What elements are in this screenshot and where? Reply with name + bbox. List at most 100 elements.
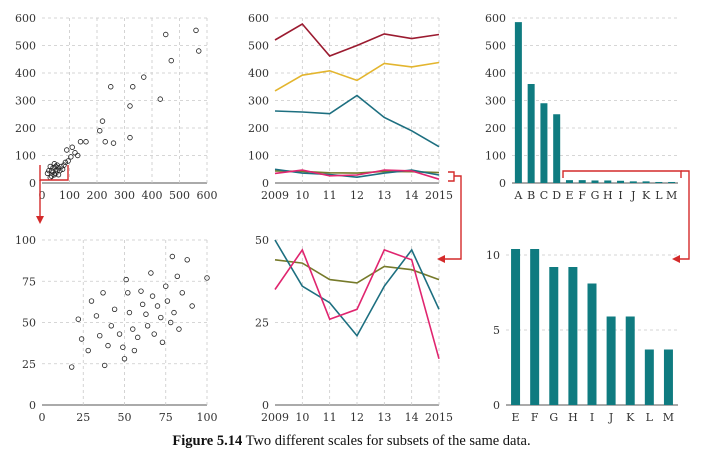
- scatter-point: [93, 313, 100, 319]
- y-tick-label: 75: [22, 275, 36, 288]
- scatter-point: [108, 323, 114, 329]
- scatter-point: [179, 290, 185, 296]
- y-tick-label: 400: [15, 67, 36, 80]
- scatter-point: [83, 139, 89, 145]
- scatter-point: [120, 344, 126, 350]
- y-tick-label: 600: [248, 12, 269, 25]
- x-tick-label: 75: [159, 411, 173, 424]
- scatter-point: [46, 167, 52, 174]
- zoom-bracket: [562, 170, 682, 178]
- x-tick-label: G: [591, 189, 600, 202]
- bar: [578, 180, 586, 183]
- bar: [644, 349, 654, 405]
- bar: [587, 283, 597, 405]
- y-tick-label: 100: [15, 150, 36, 163]
- scatter-point: [53, 170, 59, 177]
- y-tick-label: 100: [15, 234, 36, 247]
- y-tick-label: 500: [15, 40, 36, 53]
- x-tick-label: L: [646, 411, 654, 424]
- scatter-point: [97, 333, 103, 339]
- scatter-point: [176, 326, 182, 332]
- scatter-point: [174, 273, 180, 279]
- line-chart-full-range: 0 100 200 300 400 500 600 2009 10 11 12 13 14 2015: [248, 12, 453, 202]
- scatter-point: [101, 362, 108, 369]
- scatter-point: [143, 311, 149, 317]
- x-tick-label: J: [630, 189, 635, 202]
- y-tick-label: 10: [486, 249, 500, 262]
- scatter-point: [116, 331, 123, 337]
- x-tick-label: 100: [197, 411, 218, 424]
- scatter-point: [75, 152, 81, 159]
- x-tick-label: D: [552, 189, 561, 202]
- x-tick-label: 14: [405, 189, 419, 202]
- bar: [527, 84, 535, 183]
- y-tick-label: 0: [493, 399, 500, 412]
- scatter-point: [131, 347, 138, 354]
- bar: [530, 249, 540, 405]
- y-tick-label: 600: [15, 12, 36, 25]
- y-tick-label: 50: [255, 234, 269, 247]
- scatter-point: [68, 364, 75, 370]
- scatter-point: [167, 319, 174, 326]
- scatter-point: [157, 96, 163, 102]
- zoom-arrow: [672, 170, 690, 263]
- scatter-point: [168, 57, 174, 64]
- scatter-point: [164, 298, 171, 304]
- bar: [511, 249, 521, 405]
- x-tick-label: 10: [295, 189, 309, 202]
- bar: [549, 267, 559, 405]
- scatter-point: [99, 118, 106, 124]
- x-tick-label: I: [590, 411, 594, 424]
- x-tick-label: 2015: [425, 411, 453, 424]
- x-tick-label: F: [578, 189, 586, 202]
- scatter-point: [149, 293, 156, 299]
- x-tick-label: 12: [350, 189, 364, 202]
- bar-chart-full-range: 0 100 200 300 400 500 600 A B C D E F G H I J K L M: [485, 12, 678, 202]
- scatter-plot-zoomed: 0 25 50 75 100 0 25 50 75 100: [15, 234, 218, 424]
- scatter-point: [51, 172, 58, 178]
- y-tick-label: 400: [248, 67, 269, 80]
- scatter-point: [169, 253, 176, 260]
- x-tick-label: C: [540, 189, 548, 202]
- y-tick-label: 0: [29, 399, 36, 412]
- y-tick-label: 0: [262, 177, 269, 190]
- scatter-point: [85, 347, 91, 354]
- y-tick-label: 300: [248, 95, 269, 108]
- bar: [565, 180, 573, 183]
- bar: [625, 316, 635, 405]
- scatter-point: [75, 316, 81, 322]
- x-tick-label: 100: [59, 189, 80, 202]
- scatter-point: [108, 84, 114, 90]
- x-tick-label: M: [663, 411, 674, 424]
- y-tick-label: 200: [248, 122, 269, 135]
- scatter-point: [55, 172, 62, 178]
- bar: [617, 180, 625, 183]
- bar: [668, 181, 676, 183]
- x-tick-label: 11: [323, 411, 337, 424]
- scatter-point: [88, 298, 95, 304]
- bar: [540, 103, 548, 183]
- scatter-point: [196, 48, 202, 54]
- scatter-point: [123, 276, 129, 283]
- scatter-point: [105, 342, 111, 349]
- series-line: [274, 259, 440, 284]
- x-tick-label: 12: [350, 411, 364, 424]
- scatter-point: [151, 331, 157, 337]
- x-tick-label: F: [531, 411, 539, 424]
- y-tick-label: 200: [15, 122, 36, 135]
- y-tick-label: 400: [485, 67, 506, 80]
- scatter-point: [159, 339, 166, 345]
- line-chart-zoomed: 0 25 50 2009 10 11 12 13 14 2015: [255, 234, 453, 424]
- scatter-point: [77, 139, 84, 145]
- scatter-point: [189, 303, 195, 309]
- scatter-point: [184, 257, 190, 263]
- scatter-point: [144, 323, 151, 329]
- x-tick-label: H: [603, 189, 613, 202]
- bar: [591, 180, 599, 183]
- y-tick-label: 300: [15, 95, 36, 108]
- bar: [663, 349, 673, 405]
- scatter-point: [158, 314, 164, 321]
- scatter-point: [154, 303, 161, 309]
- x-tick-label: 400: [142, 189, 163, 202]
- scatter-point: [48, 167, 55, 174]
